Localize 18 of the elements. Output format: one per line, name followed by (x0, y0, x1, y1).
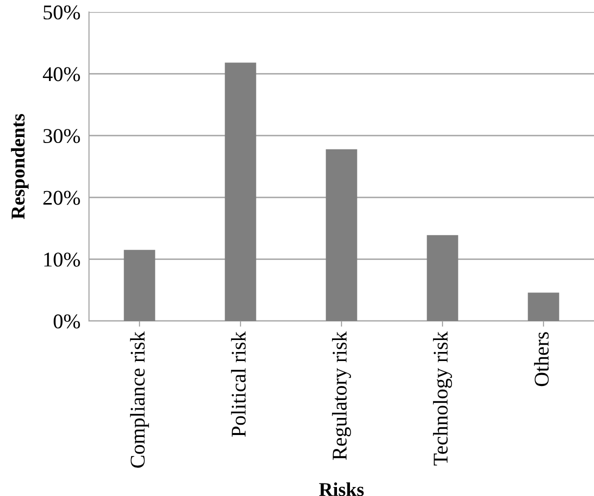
bar (528, 292, 560, 321)
y-tick-label: 30% (43, 128, 80, 144)
x-tick-label: Regulatory risk (332, 331, 351, 460)
x-tick-label: Others (534, 332, 549, 386)
bar (326, 149, 358, 321)
y-tick-label: 10% (44, 252, 80, 267)
bar (426, 235, 458, 321)
y-tick-label: 20% (43, 190, 80, 205)
x-tick-label: Technology risk (433, 331, 452, 466)
y-tick-label: 40% (42, 67, 80, 82)
y-tick-label: 0% (54, 314, 80, 328)
x-tick-label: Political risk (231, 331, 246, 437)
x-tick-label: Compliance risk (130, 331, 149, 468)
y-tick-label: 50% (44, 5, 80, 20)
bar (124, 250, 156, 321)
bar (224, 62, 256, 321)
y-axis-title: Respondents (10, 114, 29, 220)
x-axis-title: Risks (319, 482, 364, 496)
